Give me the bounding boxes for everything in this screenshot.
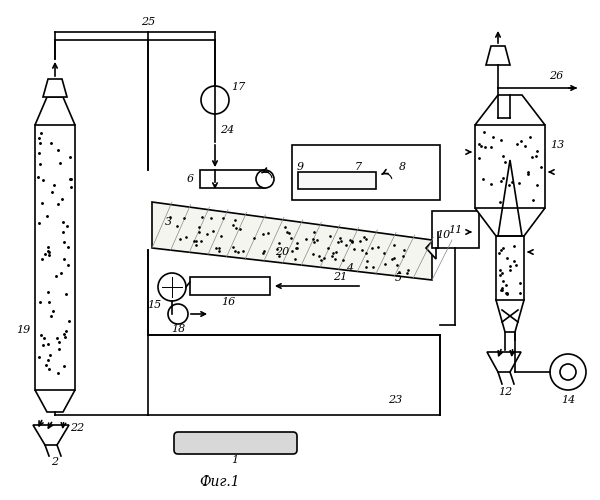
Text: 9: 9 [296, 162, 304, 172]
Polygon shape [35, 97, 75, 125]
Text: 22: 22 [70, 423, 84, 433]
Circle shape [550, 354, 586, 390]
Text: 7: 7 [355, 162, 362, 172]
Text: 11: 11 [448, 225, 462, 235]
Polygon shape [152, 202, 432, 280]
Text: 25: 25 [141, 17, 155, 27]
Text: Фиг.1: Фиг.1 [200, 475, 241, 489]
Text: 4: 4 [346, 263, 353, 273]
Polygon shape [475, 95, 545, 125]
Circle shape [158, 273, 186, 301]
Polygon shape [426, 237, 436, 259]
Text: 16: 16 [221, 297, 235, 307]
Polygon shape [475, 208, 545, 236]
Circle shape [560, 364, 576, 380]
Text: 17: 17 [231, 82, 245, 92]
Polygon shape [487, 352, 521, 372]
Text: 3: 3 [164, 217, 172, 227]
Text: 18: 18 [171, 324, 185, 334]
Text: 6: 6 [187, 174, 194, 184]
Text: 1: 1 [232, 455, 239, 465]
Text: 24: 24 [220, 125, 234, 135]
Bar [432, 211, 479, 248]
Bar [298, 172, 376, 189]
Circle shape [256, 170, 274, 188]
Circle shape [168, 304, 188, 324]
Polygon shape [496, 300, 524, 332]
Text: 12: 12 [498, 387, 512, 397]
Polygon shape [43, 79, 67, 97]
Bar [292, 145, 440, 200]
Text: 15: 15 [147, 300, 161, 310]
FancyBboxPatch shape [174, 432, 297, 454]
Text: 2: 2 [52, 457, 59, 467]
Text: 21: 21 [333, 272, 347, 282]
Text: 23: 23 [388, 395, 402, 405]
Text: 19: 19 [16, 325, 30, 335]
Bar [200, 170, 265, 188]
Text: 14: 14 [561, 395, 575, 405]
Text: 10: 10 [436, 230, 450, 240]
Polygon shape [486, 46, 510, 65]
Bar [190, 277, 270, 295]
Polygon shape [35, 390, 75, 412]
Text: 5: 5 [394, 273, 401, 283]
Text: 13: 13 [550, 140, 564, 150]
Polygon shape [33, 425, 69, 445]
Text: 8: 8 [398, 162, 406, 172]
Text: 26: 26 [549, 71, 563, 81]
Text: 20: 20 [275, 247, 289, 257]
